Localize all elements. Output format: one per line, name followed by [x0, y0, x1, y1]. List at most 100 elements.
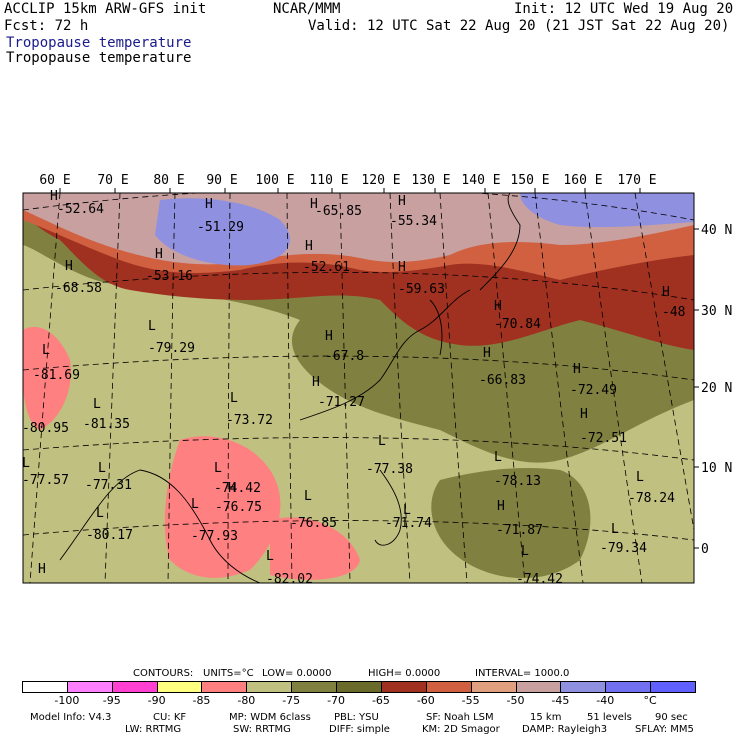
extremum-mark: H — [155, 247, 163, 262]
graticule — [23, 193, 694, 583]
damping-scheme: DAMP: Rayleigh3 — [522, 724, 608, 735]
extremum-mark: L — [304, 489, 312, 504]
extremum-value: -72.49 — [570, 383, 617, 398]
units-label: UNITS=°C — [203, 668, 254, 679]
extremum-mark: H — [494, 299, 502, 314]
extremum-mark: L — [494, 450, 502, 465]
extremum-mark: L — [22, 456, 30, 471]
latitude-label: 20 N — [701, 381, 732, 396]
extremum-value: -70.84 — [494, 317, 541, 332]
pbl-scheme: PBL: YSU — [334, 712, 379, 723]
coastlines — [59, 193, 521, 583]
footer-line-1: Model Info: V4.3 CU: KF MP: WDM 6class P… — [30, 712, 688, 724]
km-scheme: KM: 2D Smagor — [422, 724, 500, 735]
extremum-mark: L — [636, 470, 644, 485]
extremum-mark: H — [662, 285, 670, 300]
extremum-mark: H — [310, 197, 318, 212]
colorbar-swatch — [650, 681, 696, 693]
extremum-mark: H — [305, 239, 313, 254]
extremum-value: -81.69 — [33, 368, 80, 383]
extremum-mark: H — [65, 259, 73, 274]
colorbar-label: -70 — [327, 694, 346, 707]
model-title: ACCLIP 15km ARW-GFS init — [4, 1, 207, 17]
extremum-mark: H — [398, 194, 406, 209]
longitude-labels: 60 E 70 E 80 E 90 E 100 E 110 E 120 E 130 E 140 … — [39, 173, 656, 188]
filled-field — [23, 193, 694, 583]
extremum-mark: L — [521, 544, 529, 559]
extremum-value: -79.34 — [600, 541, 647, 556]
field-title-2: Tropopause temperature — [6, 50, 192, 66]
colorbar-swatch — [560, 681, 607, 693]
colorbar-swatch — [111, 681, 158, 693]
extremum-mark: H — [205, 197, 213, 212]
colorbar-label: -95 — [102, 694, 121, 707]
extremum-value: -79.29 — [148, 341, 195, 356]
colorbar-swatch — [201, 681, 248, 693]
colorbar-label: -65 — [371, 694, 390, 707]
extremum-value: -68.58 — [55, 281, 102, 296]
extremum-value: -77.38 — [366, 462, 413, 477]
valid-time: Valid: 12 UTC Sat 22 Aug 20 (21 JST Sat … — [308, 18, 730, 34]
resolution: 15 km — [530, 712, 562, 723]
interval-label: INTERVAL= 1000.0 — [475, 668, 570, 679]
extremum-value: -78.13 — [494, 474, 541, 489]
field-title-1: Tropopause temperature — [6, 35, 192, 51]
extremum-mark: L — [191, 497, 199, 512]
extremum-value: -52.61 — [303, 260, 350, 275]
colorbar-swatch — [156, 681, 203, 693]
extremum-mark: H — [325, 329, 333, 344]
extremum-value: -76.85 — [290, 516, 337, 531]
longitude-label: 160 E — [563, 173, 602, 188]
colorbar-swatch — [66, 681, 113, 693]
longitude-label: 110 E — [309, 173, 348, 188]
forecast-hour: Fcst: 72 h — [4, 18, 89, 34]
extremum-value: -71.74 — [385, 516, 432, 531]
extrema-labels: H-52.64 H-51.29H-65.85H-55.34H-53.16H-52.… — [22, 189, 685, 587]
extremum-value: -73.72 — [226, 413, 273, 428]
colorbar-label: -80 — [237, 694, 256, 707]
extremum-value: -67.8 — [325, 349, 364, 364]
shortwave-scheme: SW: RRTMG — [233, 724, 291, 735]
extremum-mark: L — [378, 434, 386, 449]
extremum-mark: L — [214, 461, 222, 476]
colorbar-label: -55 — [461, 694, 480, 707]
colorbar-label: °C — [643, 694, 657, 707]
cumulus-scheme: CU: KF — [153, 712, 187, 723]
organization-label: NCAR/MMM — [273, 1, 341, 17]
extremum-value: -71.27 — [318, 395, 365, 410]
map-frame — [22, 192, 695, 584]
extremum-value: -76.75 — [215, 500, 262, 515]
extremum-value: -78.24 — [628, 491, 675, 506]
extremum-value: -65.85 — [315, 204, 362, 219]
extremum-value: -77.57 — [22, 473, 69, 488]
extremum-value: -72.51 — [580, 431, 627, 446]
extremum-mark: H — [38, 562, 46, 577]
extremum-value: -74.42 — [214, 481, 261, 496]
longitude-label: 70 E — [97, 173, 128, 188]
extremum-mark: L — [403, 503, 411, 518]
colorbar-swatch — [605, 681, 652, 693]
extremum-value: -66.83 — [479, 373, 526, 388]
latitude-label: 30 N — [701, 304, 732, 319]
surface-scheme: SF: Noah LSM — [426, 712, 494, 723]
extremum-value: -51.29 — [197, 220, 244, 235]
extremum-value: -82.02 — [266, 572, 313, 587]
colorbar-swatch — [246, 681, 293, 693]
colorbar-swatch — [291, 681, 338, 693]
contours-label: CONTOURS: — [133, 668, 194, 679]
extremum-value: -53.16 — [146, 269, 193, 284]
extremum-value: -52.64 — [57, 202, 104, 217]
longitude-label: 140 E — [461, 173, 500, 188]
extremum-mark: L — [42, 343, 50, 358]
extremum-value: -48 — [662, 305, 685, 320]
colorbar-swatch — [425, 681, 472, 693]
colorbar-label: -90 — [147, 694, 166, 707]
longitude-label: 150 E — [510, 173, 549, 188]
extremum-value: -77.31 — [85, 478, 132, 493]
extremum-mark: L — [230, 391, 238, 406]
extremum-value: -81.35 — [83, 417, 130, 432]
extremum-mark: L — [93, 397, 101, 412]
colorbar-label: -100 — [54, 694, 80, 707]
extremum-mark: L — [98, 461, 106, 476]
extremum-value: -55.34 — [390, 214, 437, 229]
